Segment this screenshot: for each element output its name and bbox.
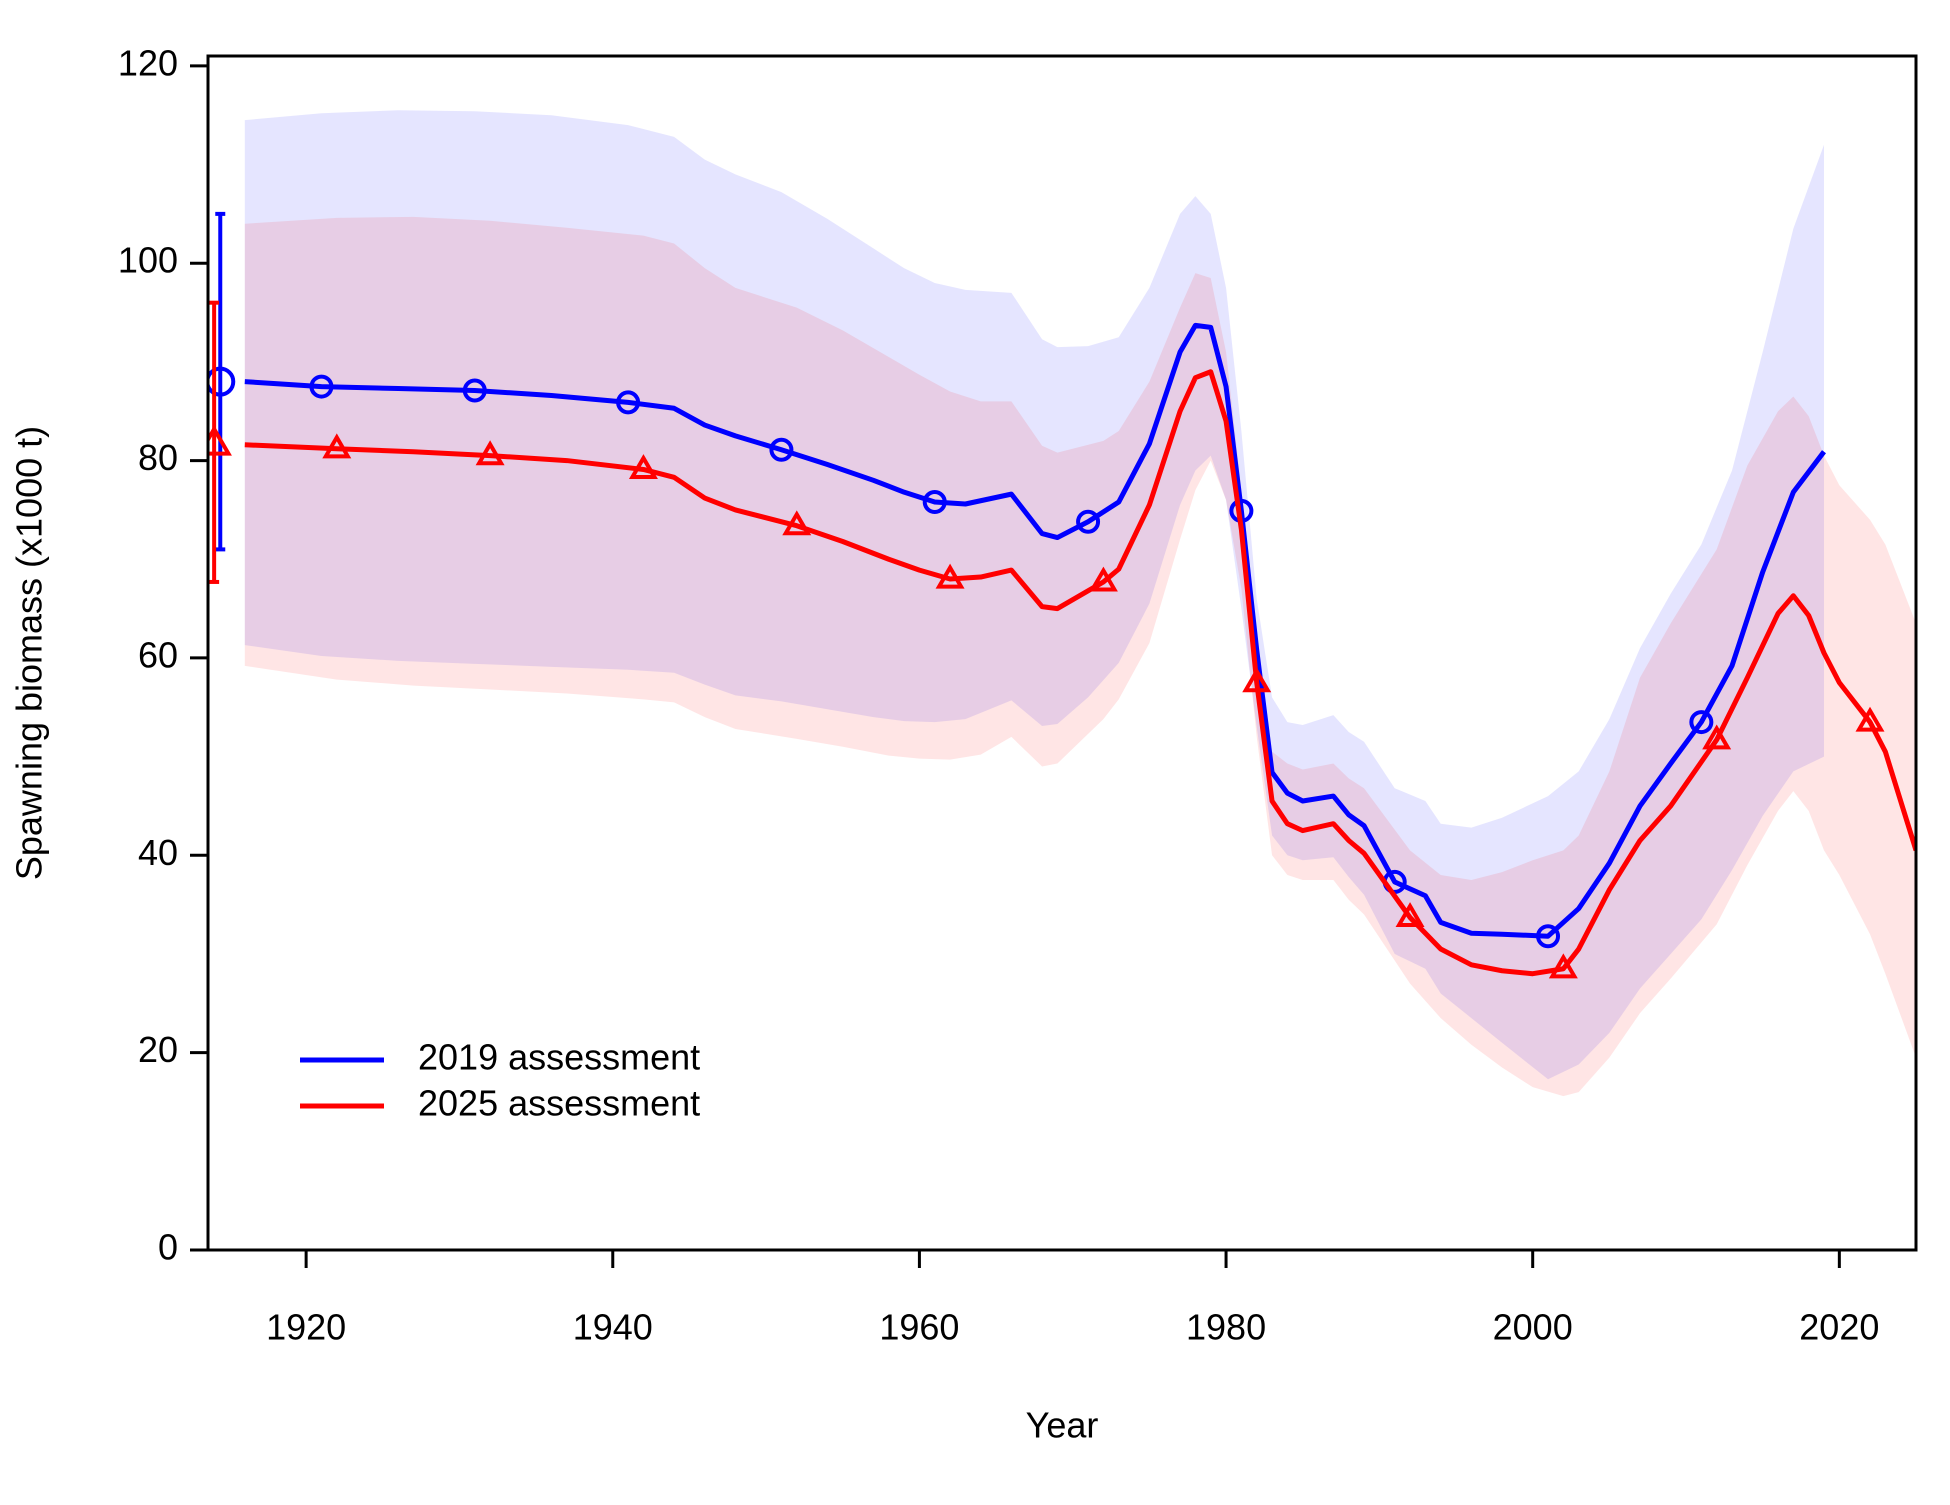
marker	[1088, 566, 1118, 592]
y-tick-label: 20	[138, 1029, 178, 1070]
plot-area	[208, 110, 1916, 1097]
marker	[1855, 706, 1885, 732]
unfished-marker	[208, 366, 236, 397]
marker	[1702, 724, 1732, 750]
y-tick-label: 120	[118, 42, 178, 83]
y-axis-title: Spawning biomass (x1000 t)	[9, 426, 50, 880]
marker	[1689, 710, 1714, 735]
marker	[782, 510, 812, 536]
confidence-band	[244, 216, 1916, 1097]
marker	[475, 440, 505, 466]
x-tick-label: 1940	[573, 1307, 653, 1348]
marker	[935, 563, 965, 589]
y-tick-label: 100	[118, 240, 178, 281]
marker	[322, 433, 352, 459]
marker	[462, 378, 487, 403]
marker	[1242, 667, 1272, 693]
x-tick-label: 1980	[1186, 1307, 1266, 1348]
marker	[1076, 509, 1101, 534]
x-tick-label: 2020	[1799, 1307, 1879, 1348]
marker	[769, 437, 794, 462]
x-axis-title: Year	[1026, 1405, 1099, 1446]
y-tick-label: 40	[138, 832, 178, 873]
marker	[616, 390, 641, 415]
marker	[1536, 924, 1561, 949]
series-line	[244, 369, 1916, 977]
x-tick-label: 2000	[1493, 1307, 1573, 1348]
plot-frame	[206, 54, 1918, 1252]
x-tick-label: 1920	[266, 1307, 346, 1348]
marker	[309, 374, 334, 399]
marker	[1395, 902, 1425, 928]
marker	[922, 490, 947, 515]
y-tick-label: 0	[158, 1227, 178, 1268]
legend-label: 2019 assessment	[418, 1037, 700, 1078]
marker	[628, 454, 658, 480]
marker	[1548, 953, 1578, 979]
unfished-marker	[208, 424, 232, 456]
legend-label: 2025 assessment	[418, 1083, 700, 1124]
y-tick-label: 80	[138, 437, 178, 478]
series-line	[244, 322, 1827, 939]
y-tick-label: 60	[138, 634, 178, 675]
x-tick-label: 1960	[879, 1307, 959, 1348]
